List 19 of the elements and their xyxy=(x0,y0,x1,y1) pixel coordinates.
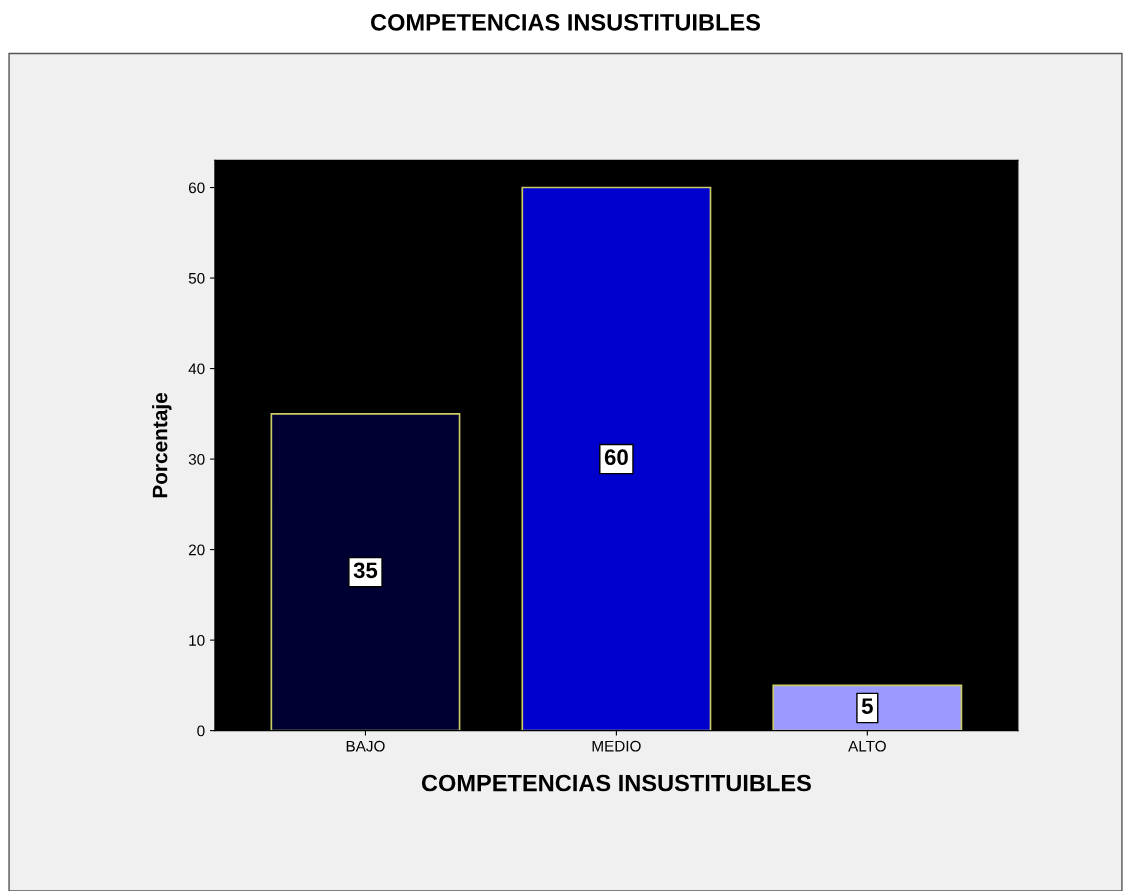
bar xyxy=(270,412,461,731)
x-tick-label: BAJO xyxy=(346,740,385,752)
y-tick-label: 50 xyxy=(188,272,205,284)
x-tick-label: ALTO xyxy=(848,740,886,752)
data-label: 5 xyxy=(861,698,873,714)
y-tick-label: 30 xyxy=(188,453,205,465)
y-tick-label: 60 xyxy=(188,182,205,194)
bar xyxy=(521,186,712,731)
y-tick-label: 10 xyxy=(189,634,205,646)
y-tick-label: 0 xyxy=(197,725,205,737)
chart-title: COMPETENCIAS INSUSTITUIBLES xyxy=(371,13,761,31)
data-label: 60 xyxy=(604,449,628,466)
y-tick-label: 40 xyxy=(188,363,205,375)
y-tick-label: 20 xyxy=(188,544,205,556)
y-axis-title: Porcentaje xyxy=(152,392,172,498)
data-label: 35 xyxy=(353,562,378,579)
bar xyxy=(772,684,963,731)
x-axis-title: COMPETENCIAS INSUSTITUIBLES xyxy=(421,774,811,792)
x-tick-label: MEDIO xyxy=(592,740,641,752)
